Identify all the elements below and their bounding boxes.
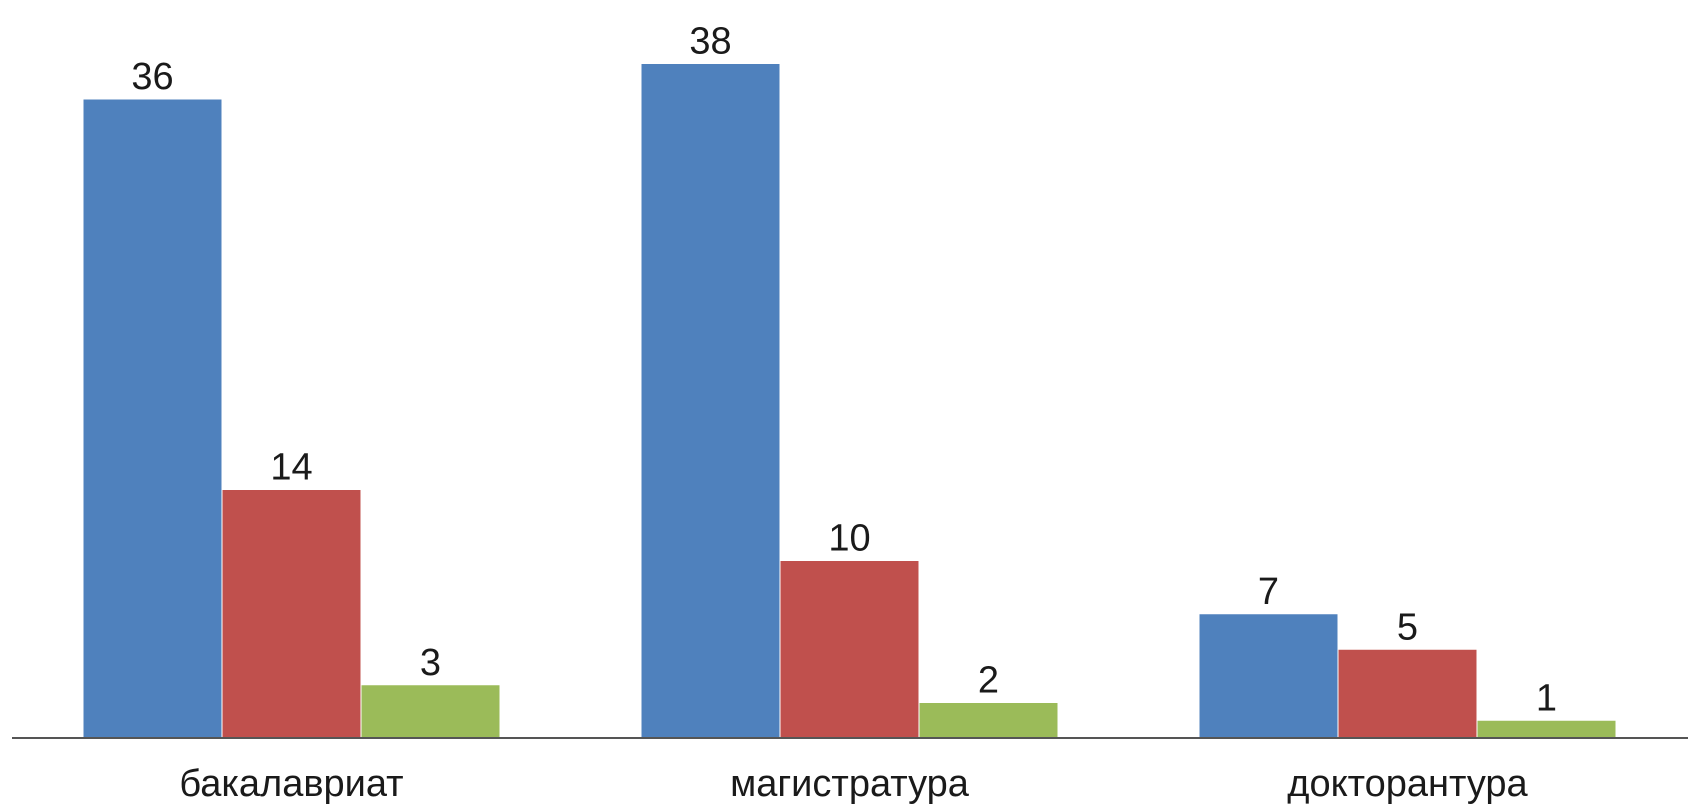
bar-2-2 <box>779 560 920 739</box>
data-label-2-3: 5 <box>1397 606 1418 648</box>
bar-1-2 <box>640 63 781 739</box>
data-label-1-3: 7 <box>1258 571 1279 613</box>
category-label-2: магистратура <box>730 763 970 805</box>
data-label-1-1: 36 <box>131 56 173 98</box>
data-label-2-1: 14 <box>270 447 312 489</box>
bar-1-3 <box>1198 613 1339 739</box>
bar-3-3 <box>1476 719 1617 739</box>
data-label-3-1: 3 <box>420 642 441 684</box>
bar-3-2 <box>918 702 1059 739</box>
data-label-2-2: 10 <box>828 518 870 560</box>
data-label-3-2: 2 <box>978 660 999 702</box>
category-label-3: докторантура <box>1287 763 1528 805</box>
data-labels-layer: 36 14 3 38 10 2 7 5 1 <box>131 21 1557 720</box>
category-labels-layer: бакалавриат магистратура докторантура <box>179 763 1528 805</box>
bar-1-1 <box>82 98 223 739</box>
bar-2-3 <box>1337 648 1478 739</box>
bar-3-1 <box>360 684 501 739</box>
category-label-1: бакалавриат <box>179 763 403 805</box>
bar-2-1 <box>221 489 362 739</box>
bars-layer <box>82 63 1617 739</box>
data-label-3-3: 1 <box>1536 677 1557 719</box>
data-label-1-2: 38 <box>689 21 731 63</box>
